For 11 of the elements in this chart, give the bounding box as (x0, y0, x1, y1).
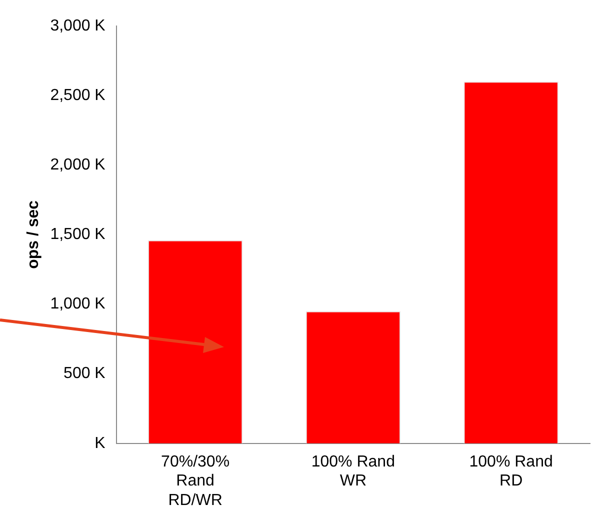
y-axis-title: ops / sec (25, 200, 42, 269)
y-tick-label: 2,500 K (50, 86, 106, 104)
x-tick-label: 100% Rand WR (311, 453, 395, 490)
y-tick-label: K (94, 434, 106, 452)
y-tick-label: 2,000 K (50, 156, 106, 174)
y-tick-label: 1,000 K (50, 296, 106, 313)
x-tick-label: 70%/30% Rand RD/WR (161, 453, 230, 509)
x-tick-label: 100% Rand RD (469, 453, 553, 490)
y-tick-label: 500 K (64, 365, 106, 382)
y-tick-label: 3,000 K (50, 17, 106, 34)
y-tick-label: 1,500 K (50, 226, 106, 244)
